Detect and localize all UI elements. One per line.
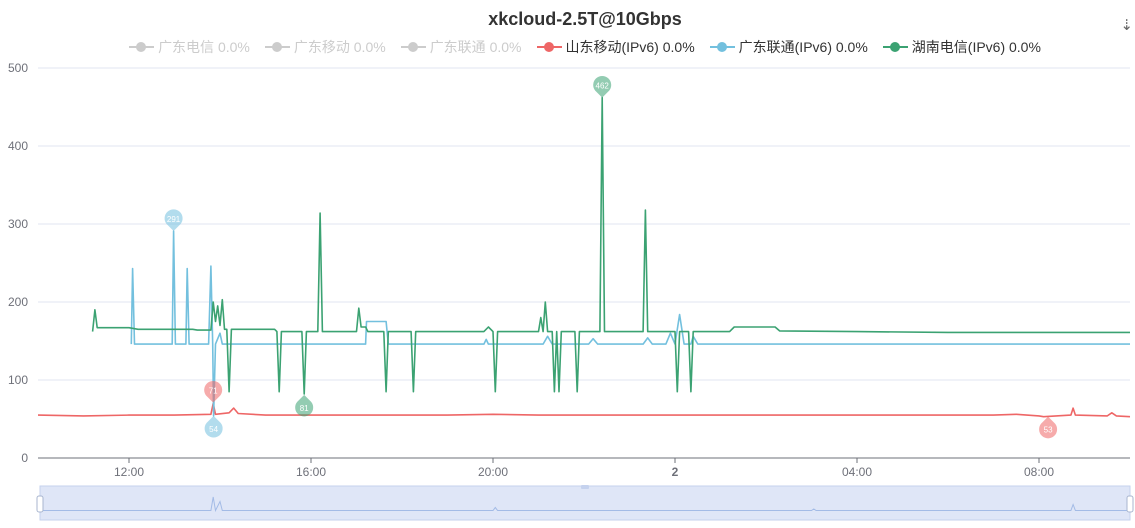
legend: 广东电信 0.0% 广东移动 0.0% 广东联通 0.0% 山东移动(IPv6) 0.… xyxy=(0,37,1135,57)
toolbox-icon[interactable]: ⇣ xyxy=(1120,17,1133,34)
marker-label: 462 xyxy=(596,82,610,91)
legend-item[interactable]: 广东联通 0.0% xyxy=(400,37,522,57)
zoom-move-handle[interactable] xyxy=(581,485,589,489)
x-tick-label: 16:00 xyxy=(296,465,326,479)
legend-swatch-icon xyxy=(536,40,562,54)
legend-item[interactable]: 广东电信 0.0% xyxy=(129,37,250,57)
series-line[interactable] xyxy=(91,96,1130,395)
x-tick-label: 08:00 xyxy=(1024,465,1054,479)
y-tick-label: 500 xyxy=(8,61,28,75)
x-tick-label: 12:00 xyxy=(114,465,144,479)
marker-label: 71 xyxy=(209,387,218,396)
legend-label: 广东电信 0.0% xyxy=(158,39,250,55)
legend-item[interactable]: 广东联通(IPv6) 0.0% xyxy=(709,37,868,57)
x-tick-label: 20:00 xyxy=(478,465,508,479)
y-tick-label: 300 xyxy=(8,217,28,231)
y-tick-label: 100 xyxy=(8,373,28,387)
legend-label: 广东联通 0.0% xyxy=(429,39,522,55)
y-tick-label: 200 xyxy=(8,295,28,309)
series-line[interactable] xyxy=(130,230,1130,417)
marker-label: 54 xyxy=(209,425,218,434)
marker-label: 53 xyxy=(1044,426,1053,435)
legend-label: 山东移动(IPv6) 0.0% xyxy=(565,39,695,55)
chart-title: xkcloud-2.5T@10Gbps xyxy=(488,9,682,29)
max-marker-pin[interactable] xyxy=(164,209,183,232)
y-tick-label: 400 xyxy=(8,139,28,153)
x-tick-label: 2 xyxy=(672,465,679,479)
legend-item[interactable]: 山东移动(IPv6) 0.0% xyxy=(536,37,695,57)
legend-swatch-icon xyxy=(400,40,426,54)
zoom-overview-line xyxy=(38,496,1130,513)
y-tick-label: 0 xyxy=(21,451,28,465)
legend-item[interactable]: 广东移动 0.0% xyxy=(264,37,386,57)
min-marker-pin[interactable] xyxy=(1039,416,1058,439)
legend-swatch-icon xyxy=(882,40,908,54)
legend-swatch-icon xyxy=(264,40,290,54)
max-marker-pin[interactable] xyxy=(593,75,612,98)
min-marker-pin[interactable] xyxy=(204,415,223,438)
marker-label: 81 xyxy=(300,404,309,413)
series-line[interactable] xyxy=(37,402,1131,418)
legend-label: 湖南电信(IPv6) 0.0% xyxy=(911,39,1041,55)
legend-item[interactable]: 湖南电信(IPv6) 0.0% xyxy=(882,37,1041,57)
zoom-handle-left[interactable] xyxy=(36,495,44,513)
max-marker-pin[interactable] xyxy=(204,380,223,403)
legend-swatch-icon xyxy=(709,40,735,54)
zoom-slider-background[interactable] xyxy=(39,485,1131,521)
legend-swatch-icon xyxy=(129,40,155,54)
marker-label: 291 xyxy=(167,215,181,224)
min-marker-pin[interactable] xyxy=(295,394,314,417)
legend-label: 广东移动 0.0% xyxy=(293,39,386,55)
x-tick-label: 04:00 xyxy=(842,465,872,479)
zoom-handle-right[interactable] xyxy=(1126,495,1134,513)
legend-label: 广东联通(IPv6) 0.0% xyxy=(738,39,868,55)
